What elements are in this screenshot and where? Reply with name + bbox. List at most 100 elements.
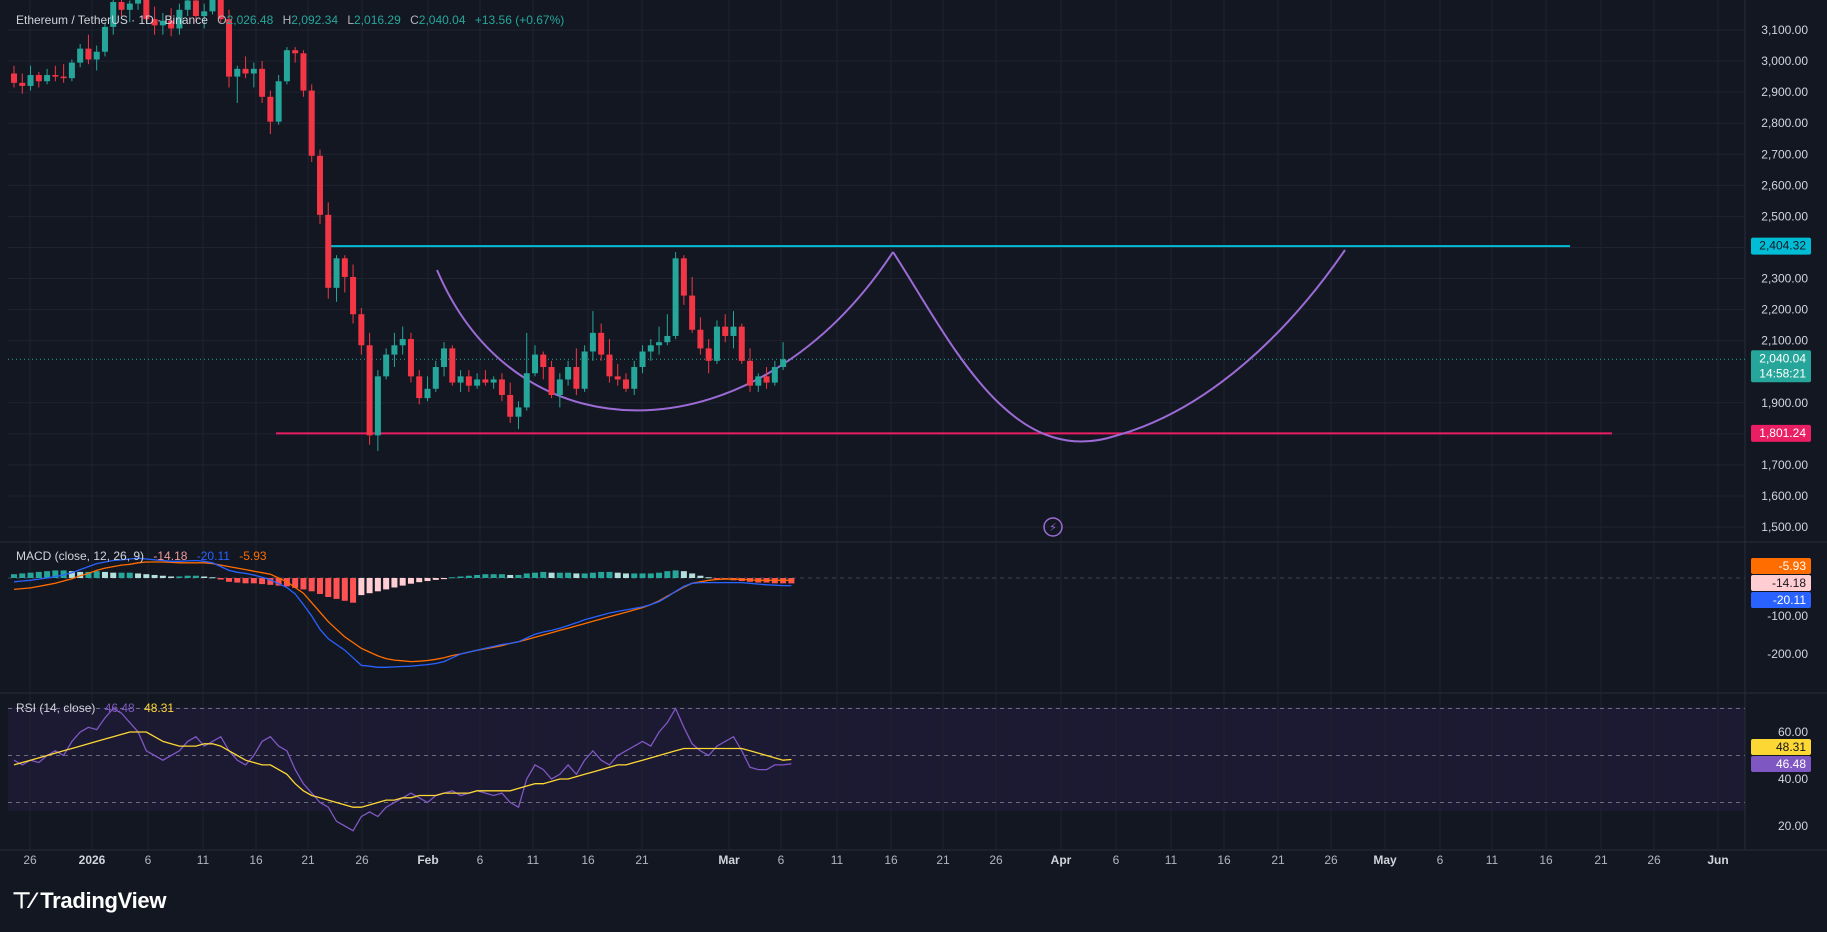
macd-histogram-bar xyxy=(85,571,92,578)
macd-histogram-bar xyxy=(350,578,357,603)
candle-body xyxy=(283,50,290,82)
y-tick-label: 1,500.00 xyxy=(1761,520,1808,534)
macd-value-macd: -20.11 xyxy=(196,549,230,563)
candle-body xyxy=(565,367,572,380)
y-tick-label: 3,100.00 xyxy=(1761,23,1808,37)
macd-histogram-bar xyxy=(126,572,133,578)
macd-histogram-bar xyxy=(672,570,679,578)
macd-histogram-bar xyxy=(556,572,563,578)
candle-body xyxy=(19,82,26,86)
macd-histogram-bar xyxy=(209,577,216,579)
macd-price-label: -5.93 xyxy=(1779,559,1807,573)
macd-histogram-bar xyxy=(589,572,596,578)
candle-body xyxy=(300,53,307,91)
macd-histogram-bar xyxy=(465,575,472,578)
rsi-band-background xyxy=(8,707,1745,811)
candle-body xyxy=(209,0,216,12)
candle-body xyxy=(391,345,398,355)
macd-value-signal: -5.93 xyxy=(239,549,267,563)
x-tick-label: 2026 xyxy=(79,853,106,867)
x-tick-label: 11 xyxy=(1165,853,1178,867)
macd-histogram-bar xyxy=(407,578,414,584)
x-tick-label: 16 xyxy=(249,853,263,867)
macd-histogram-bar xyxy=(44,571,51,578)
macd-histogram-bar xyxy=(664,571,671,578)
macd-histogram-bar xyxy=(341,578,348,601)
candle-body xyxy=(548,367,555,395)
candle-body xyxy=(366,345,373,436)
candle-body xyxy=(622,379,629,389)
candle-body xyxy=(350,276,357,315)
rsi-legend[interactable]: RSI (14, close) 46.48 48.31 xyxy=(16,701,174,715)
x-tick-label: 21 xyxy=(1271,853,1285,867)
candle-body xyxy=(383,354,390,377)
x-tick-label: 21 xyxy=(301,853,315,867)
macd-histogram-bar xyxy=(176,576,183,578)
candle-body xyxy=(275,81,282,122)
support-price-label-bg xyxy=(1751,424,1811,442)
candle-body xyxy=(482,379,489,383)
tradingview-logo[interactable]: ⊤⁄ TradingView xyxy=(12,888,166,914)
y-tick-label: 3,000.00 xyxy=(1761,54,1808,68)
candle-body xyxy=(267,96,274,122)
candle-body xyxy=(730,326,737,336)
rsi-price-label-bg xyxy=(1751,756,1811,772)
current-price-label-bg xyxy=(1751,350,1811,383)
candle-body xyxy=(85,48,92,60)
candle-body xyxy=(68,62,75,79)
macd-price-label: -20.11 xyxy=(1773,593,1806,607)
macd-title: MACD (close, 12, 26, 9) xyxy=(16,549,145,563)
candle-body xyxy=(441,348,448,368)
macd-histogram-bar xyxy=(217,578,224,580)
symbol-legend: Ethereum / TetherUS · 1D · Binance O2,02… xyxy=(16,13,564,27)
candle-body xyxy=(192,0,199,17)
rsi-y-tick-label: 20.00 xyxy=(1778,819,1808,833)
candle-body xyxy=(292,50,299,54)
x-tick-label: 26 xyxy=(1324,853,1338,867)
x-tick-label: 26 xyxy=(1647,853,1661,867)
macd-histogram-bar xyxy=(27,572,34,578)
macd-legend[interactable]: MACD (close, 12, 26, 9) -14.18 -20.11 -5… xyxy=(16,549,267,563)
macd-signal-line xyxy=(13,561,792,663)
candle-body xyxy=(680,258,687,296)
macd-histogram-bar xyxy=(184,575,191,578)
symbol-name[interactable]: Ethereum / TetherUS · 1D · Binance xyxy=(16,13,208,27)
candle-body xyxy=(490,379,497,383)
candle-body xyxy=(407,339,414,377)
rsi-ma-value: 48.31 xyxy=(144,701,175,715)
macd-histogram-bar xyxy=(333,578,340,599)
candle-body xyxy=(374,376,381,436)
candle-body xyxy=(498,379,505,395)
support-price-label: 1,801.24 xyxy=(1759,426,1806,440)
candle-body xyxy=(424,388,431,399)
candle-body xyxy=(35,75,42,82)
candle-body xyxy=(44,75,51,82)
x-tick-label: 16 xyxy=(581,853,595,867)
candle-body xyxy=(101,26,108,52)
macd-y-tick-label: -100.00 xyxy=(1767,609,1808,623)
candle-body xyxy=(110,2,117,27)
macd-histogram-bar xyxy=(631,573,638,578)
x-tick-label: 21 xyxy=(635,853,649,867)
macd-histogram-bar xyxy=(573,573,580,578)
candle-body xyxy=(217,0,224,20)
rsi-price-label-bg xyxy=(1751,739,1811,755)
candle-body xyxy=(556,379,563,395)
x-tick-label: 26 xyxy=(989,853,1003,867)
current-price-label: 2,040.04 xyxy=(1759,351,1806,365)
x-tick-label: 16 xyxy=(1539,853,1553,867)
x-tick-label: 26 xyxy=(355,853,369,867)
rsi-ma-line xyxy=(13,731,792,808)
macd-histogram-bar xyxy=(226,578,233,582)
macd-histogram-bar xyxy=(441,578,448,580)
macd-histogram-bar xyxy=(366,578,373,594)
x-tick-label: 6 xyxy=(145,853,152,867)
macd-histogram-bar xyxy=(614,572,621,578)
candle-body xyxy=(159,20,166,26)
candle-body xyxy=(614,376,621,380)
x-tick-label: 11 xyxy=(197,853,210,867)
macd-histogram-bar xyxy=(267,578,274,585)
cup-curve-left xyxy=(436,251,894,412)
candle-body xyxy=(589,332,596,352)
